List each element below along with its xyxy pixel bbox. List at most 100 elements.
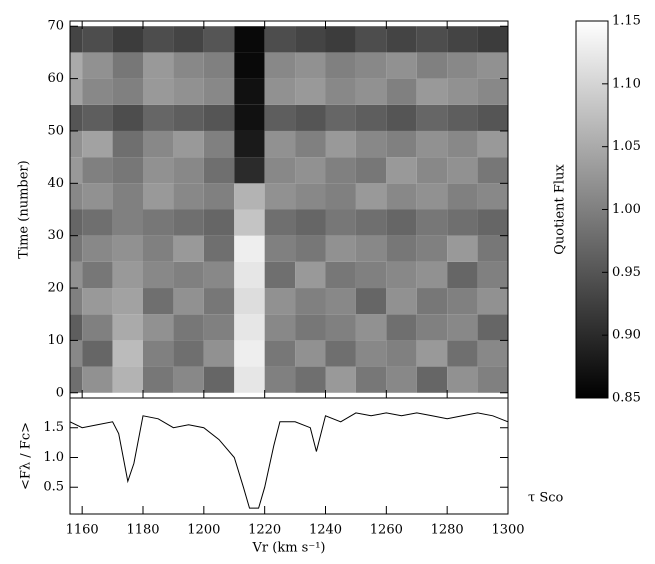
heat-cell <box>295 366 326 393</box>
y-tick-label: 20 <box>47 281 64 296</box>
colorbar-tick-label: 1.00 <box>612 202 641 217</box>
heat-cell <box>70 52 83 79</box>
heat-cell <box>447 288 478 315</box>
heat-cell <box>173 157 204 184</box>
heat-cell <box>477 209 508 236</box>
heat-cell <box>234 26 265 53</box>
heat-cell <box>295 235 326 262</box>
heat-cell <box>264 130 296 158</box>
heat-cell <box>386 340 417 367</box>
heat-cell <box>325 183 356 210</box>
heat-cell <box>325 366 356 393</box>
heat-cell <box>203 183 235 210</box>
heat-cell <box>386 209 417 236</box>
colorbar-label: Quotient Flux <box>553 164 568 255</box>
heat-cell <box>264 104 296 131</box>
heat-cell <box>143 78 174 105</box>
heat-cell <box>386 157 417 184</box>
heat-cell <box>203 340 235 367</box>
heat-cell <box>234 340 265 367</box>
x-tick-label: 1300 <box>491 523 524 538</box>
heat-cell <box>416 340 448 367</box>
heat-cell <box>447 366 478 393</box>
heat-cell <box>325 78 356 105</box>
heat-cell <box>143 209 174 236</box>
heat-cell <box>477 26 508 53</box>
heat-cell <box>264 314 296 341</box>
plot-frame <box>69 397 509 515</box>
heat-cell <box>143 26 174 53</box>
heat-cell <box>264 340 296 367</box>
colorbar-tick-label: 1.15 <box>612 14 641 29</box>
heat-cell <box>325 288 356 315</box>
heat-cell <box>234 104 265 131</box>
heat-cell <box>112 288 143 315</box>
heat-cell <box>416 26 448 53</box>
heat-cell <box>82 104 113 131</box>
heat-cell <box>447 183 478 210</box>
heat-cell <box>386 26 417 53</box>
heat-cell <box>416 366 448 393</box>
heat-cell <box>325 235 356 262</box>
annotation: τ Sco <box>528 491 564 506</box>
heat-cell <box>112 235 143 262</box>
colorbar-tick-label: 0.90 <box>612 328 641 343</box>
heat-cell <box>203 52 235 79</box>
heat-cell <box>203 78 235 105</box>
heat-cell <box>234 78 265 105</box>
heat-cell <box>173 288 204 315</box>
heat-cell <box>416 52 448 79</box>
heat-cell <box>143 104 174 131</box>
heat-cell <box>447 235 478 262</box>
heat-cell <box>70 183 83 210</box>
y-tick-label: 10 <box>47 333 64 348</box>
heat-cell <box>447 261 478 289</box>
heat-cell <box>295 52 326 79</box>
heat-cell <box>143 235 174 262</box>
y-tick-label: 30 <box>47 228 64 243</box>
heat-cell <box>143 52 174 79</box>
heat-cell <box>477 157 508 184</box>
x-tick-label: 1160 <box>66 523 99 538</box>
heat-cell <box>173 130 204 158</box>
x-axis-label: Vr (km s⁻¹) <box>252 541 326 556</box>
heat-cell <box>325 104 356 131</box>
heat-cell <box>447 130 478 158</box>
heat-cell <box>112 78 143 105</box>
heat-cell <box>203 209 235 236</box>
heat-cell <box>447 104 478 131</box>
heat-cell <box>416 288 448 315</box>
heat-cell <box>416 104 448 131</box>
heat-cell <box>416 78 448 105</box>
heat-cell <box>234 314 265 341</box>
y-tick-label: 0.5 <box>43 480 64 495</box>
heat-cell <box>70 26 83 53</box>
heat-cell <box>325 340 356 367</box>
heat-cell <box>203 235 235 262</box>
heat-cell <box>264 52 296 79</box>
x-tick-label: 1260 <box>370 523 403 538</box>
heat-cell <box>295 340 326 367</box>
heat-cell <box>203 104 235 131</box>
heat-cell <box>234 261 265 289</box>
heat-cell <box>143 130 174 158</box>
heat-cell <box>386 261 417 289</box>
x-tick-label: 1220 <box>248 523 281 538</box>
heat-cell <box>70 104 83 131</box>
heat-cell <box>325 314 356 341</box>
heat-cell <box>70 235 83 262</box>
colorbar-tick-label: 1.10 <box>612 76 641 91</box>
heat-cell <box>295 183 326 210</box>
heat-cell <box>295 26 326 53</box>
y-axis-label: <Fλ / Fc> <box>19 422 34 490</box>
heat-cell <box>143 288 174 315</box>
heat-cell <box>355 209 387 236</box>
heat-cell <box>355 130 387 158</box>
heat-cell <box>447 78 478 105</box>
heat-cell <box>70 288 83 315</box>
heat-cell <box>355 104 387 131</box>
heat-cell <box>173 261 204 289</box>
heat-cell <box>112 130 143 158</box>
heat-cell <box>82 183 113 210</box>
heat-cell <box>82 235 113 262</box>
